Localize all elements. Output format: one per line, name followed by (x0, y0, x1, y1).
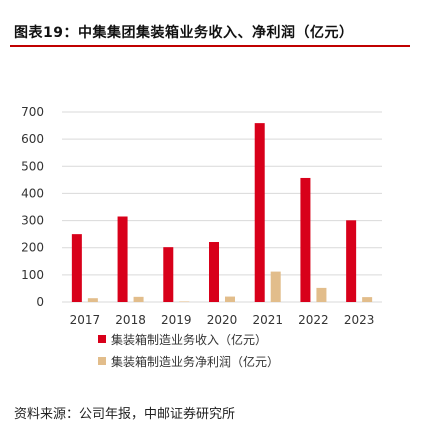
y-tick-label: 700 (21, 105, 44, 119)
bar-net-profit (225, 296, 235, 302)
x-tick-label: 2021 (252, 313, 283, 327)
bar-net-profit (133, 296, 144, 302)
bar-revenue (117, 216, 128, 302)
y-tick-label: 500 (21, 159, 44, 173)
bar-revenue (300, 177, 311, 302)
legend-swatch-net-profit (98, 357, 106, 365)
bar-revenue (209, 242, 219, 302)
x-tick-label: 2019 (161, 313, 192, 327)
bar-revenue (163, 247, 174, 302)
x-tick-label: 2018 (115, 313, 146, 327)
bar-revenue (254, 123, 265, 302)
legend-swatch-revenue (98, 335, 106, 343)
bar-net-profit (362, 297, 373, 302)
bar-net-profit (270, 271, 281, 302)
y-tick-label: 400 (21, 186, 44, 200)
title-divider (10, 45, 410, 47)
bar-chart: 0 100 200 300 400 500 600 700 2017 2018 2019 2020 20… (21, 105, 382, 369)
bar-net-profit (179, 301, 190, 302)
x-tick-label: 2023 (344, 313, 375, 327)
bar-revenue (71, 234, 82, 302)
legend-label: 集装箱制造业务净利润（亿元） (111, 354, 279, 369)
legend-label: 集装箱制造业务收入（亿元） (111, 332, 267, 347)
y-tick-label: 600 (21, 132, 44, 146)
bar-net-profit (316, 287, 327, 302)
x-tick-label: 2022 (298, 313, 329, 327)
x-tick-label: 2017 (70, 313, 101, 327)
bar-revenue (346, 220, 357, 302)
bar-net-profit (87, 298, 98, 302)
y-tick-label: 100 (21, 268, 44, 282)
source-note: 资料来源：公司年报，中邮证券研究所 (14, 407, 236, 422)
chart-title: 图表19：中集集团集装箱业务收入、净利润（亿元） (14, 25, 354, 41)
y-tick-label: 0 (36, 295, 44, 309)
x-tick-label: 2020 (207, 313, 238, 327)
y-tick-label: 300 (21, 214, 44, 228)
y-tick-label: 200 (21, 241, 44, 255)
